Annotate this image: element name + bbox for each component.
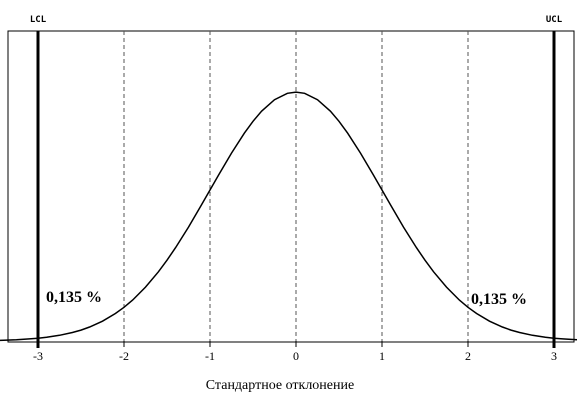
grid-lines: [123, 31, 469, 341]
x-tick-label: -3: [33, 349, 43, 363]
x-axis-label: Стандартное отклонение: [206, 378, 354, 393]
ucl-label: UCL: [546, 15, 563, 25]
density-curve: [0, 91, 577, 342]
x-tick-label: 3: [551, 349, 557, 363]
x-tick-label: 2: [465, 349, 471, 363]
x-tick-label: -2: [119, 349, 129, 363]
lcl-label: LCL: [30, 15, 47, 25]
x-tick-label: 0: [293, 349, 299, 363]
x-tick-label: 1: [379, 349, 385, 363]
right-tail-annotation: 0,135 %: [471, 291, 527, 308]
plot-frame: [7, 30, 575, 343]
x-axis-ticks: -3 -2 -1 0 1 2 3: [33, 341, 557, 363]
x-tick-label: -1: [205, 349, 215, 363]
left-tail-annotation: 0,135 %: [46, 289, 102, 306]
